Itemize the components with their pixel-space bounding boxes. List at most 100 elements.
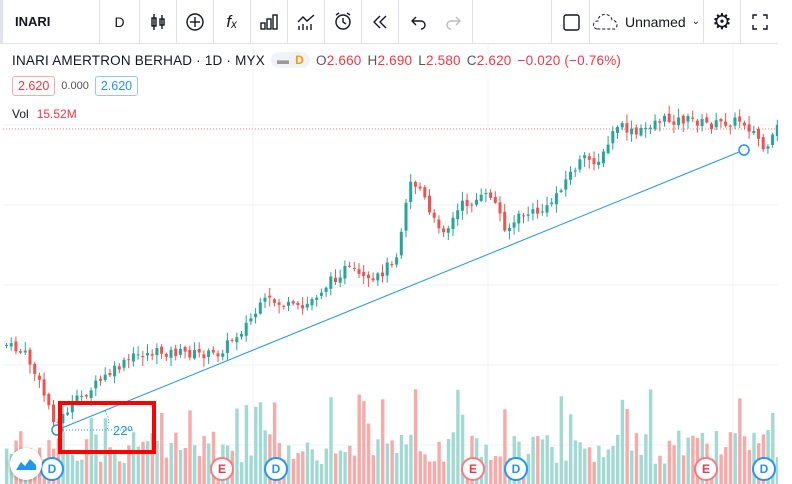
volume-bar (362, 401, 366, 484)
candle-body (728, 125, 732, 127)
volume-bar (691, 435, 695, 484)
volume-bar (117, 461, 122, 484)
trend-line[interactable] (56, 149, 745, 431)
candle-body (282, 305, 286, 307)
candle-body (127, 359, 131, 361)
sell-price[interactable]: 2.620 (12, 76, 56, 96)
volume-bar (390, 440, 394, 484)
volume-bar (193, 445, 197, 484)
volume-bar (606, 449, 610, 484)
volume-bar (672, 445, 676, 484)
buy-price[interactable]: 2.620 (94, 76, 139, 96)
volume-bar (663, 463, 667, 484)
volume-bar (287, 445, 291, 484)
volume-bar (742, 436, 747, 484)
volume-bar (155, 440, 159, 484)
candle-body (747, 124, 751, 132)
tradingview-logo-icon[interactable] (10, 448, 42, 480)
volume-bar (526, 453, 531, 484)
candles-icon[interactable] (140, 0, 177, 44)
candle-body (536, 207, 540, 214)
candle-body (207, 350, 211, 358)
candle-body (268, 295, 272, 298)
undo-icon[interactable] (399, 0, 436, 44)
layout-name: Unnamed (624, 13, 686, 30)
candle-body (254, 313, 258, 318)
interval-button[interactable]: D (100, 0, 140, 44)
volume-bar (75, 460, 79, 484)
candle-body (75, 395, 79, 401)
volume-bar (738, 398, 742, 484)
candle-body (287, 301, 290, 306)
candle-body (757, 129, 760, 139)
replay-icon[interactable] (362, 0, 399, 44)
event-marker-d[interactable]: D (264, 457, 288, 481)
volume-bar (381, 399, 385, 484)
candle-body (155, 348, 159, 356)
volume-bar (616, 434, 620, 484)
financials-bars-icon[interactable] (251, 0, 288, 44)
volume-bar (728, 432, 733, 484)
candle-body (663, 115, 666, 122)
compare-plus-icon[interactable] (177, 0, 214, 44)
event-marker-d[interactable]: D (752, 457, 776, 481)
trendline-end-handle[interactable] (738, 144, 750, 156)
settings-gear-icon[interactable]: ⚙ (704, 0, 741, 44)
event-marker-e[interactable]: E (461, 457, 485, 481)
candle-body (564, 179, 568, 190)
volume-bar (752, 432, 756, 484)
candle-body (66, 412, 70, 415)
event-marker-d[interactable]: D (504, 457, 528, 481)
indicators-fx-icon[interactable]: fₓ (214, 0, 251, 44)
volume-bar (376, 439, 380, 484)
symbol-search[interactable]: INARI (3, 0, 100, 44)
fullscreen-icon[interactable] (741, 0, 778, 44)
redo-icon[interactable] (436, 0, 473, 44)
candle-body (244, 322, 248, 336)
layout-name-menu[interactable]: Unnamed ⌄ (590, 0, 704, 44)
volume-bar (136, 446, 140, 484)
candle-body (522, 215, 525, 217)
volume-bar (197, 455, 202, 484)
candle-body (714, 120, 718, 128)
candle-body (80, 396, 84, 398)
event-marker-d[interactable]: D (40, 457, 64, 481)
layout-square-icon[interactable] (552, 0, 590, 44)
chevron-down-icon: ⌄ (691, 16, 701, 27)
candle-body (583, 155, 587, 159)
candle-body (752, 130, 756, 133)
volume-bar (169, 443, 173, 484)
candle-body (761, 137, 765, 150)
candle-body (272, 299, 276, 303)
volume-bar (94, 434, 98, 484)
alert-icon[interactable] (325, 0, 362, 44)
templates-icon[interactable] (288, 0, 325, 44)
candle-body (94, 380, 98, 389)
volume-bar (775, 456, 778, 484)
volume-bar (291, 458, 296, 484)
market-status-badge[interactable]: ▬ D (270, 52, 311, 68)
volume-bar (493, 456, 498, 484)
volume-bar (385, 443, 390, 484)
candle-body (738, 116, 742, 122)
candle-body (352, 267, 356, 269)
candle-body (338, 277, 342, 283)
candle-body (587, 156, 591, 160)
candle-body (771, 134, 775, 146)
volume-bar (131, 432, 136, 484)
candle-body (700, 119, 704, 126)
candle-body (376, 273, 380, 281)
volume-bar (404, 444, 408, 484)
volume-bar (202, 435, 206, 484)
event-marker-e[interactable]: E (694, 457, 718, 481)
candle-body (512, 222, 516, 228)
event-marker-e[interactable]: E (210, 457, 234, 481)
candle-body (672, 121, 676, 125)
candle-body (653, 120, 657, 130)
volume-bar (315, 460, 319, 484)
volume-bar (634, 433, 639, 484)
candle-body (484, 193, 488, 195)
volume-bar (601, 457, 606, 484)
volume-bar (620, 399, 625, 484)
candle-body (775, 124, 778, 137)
